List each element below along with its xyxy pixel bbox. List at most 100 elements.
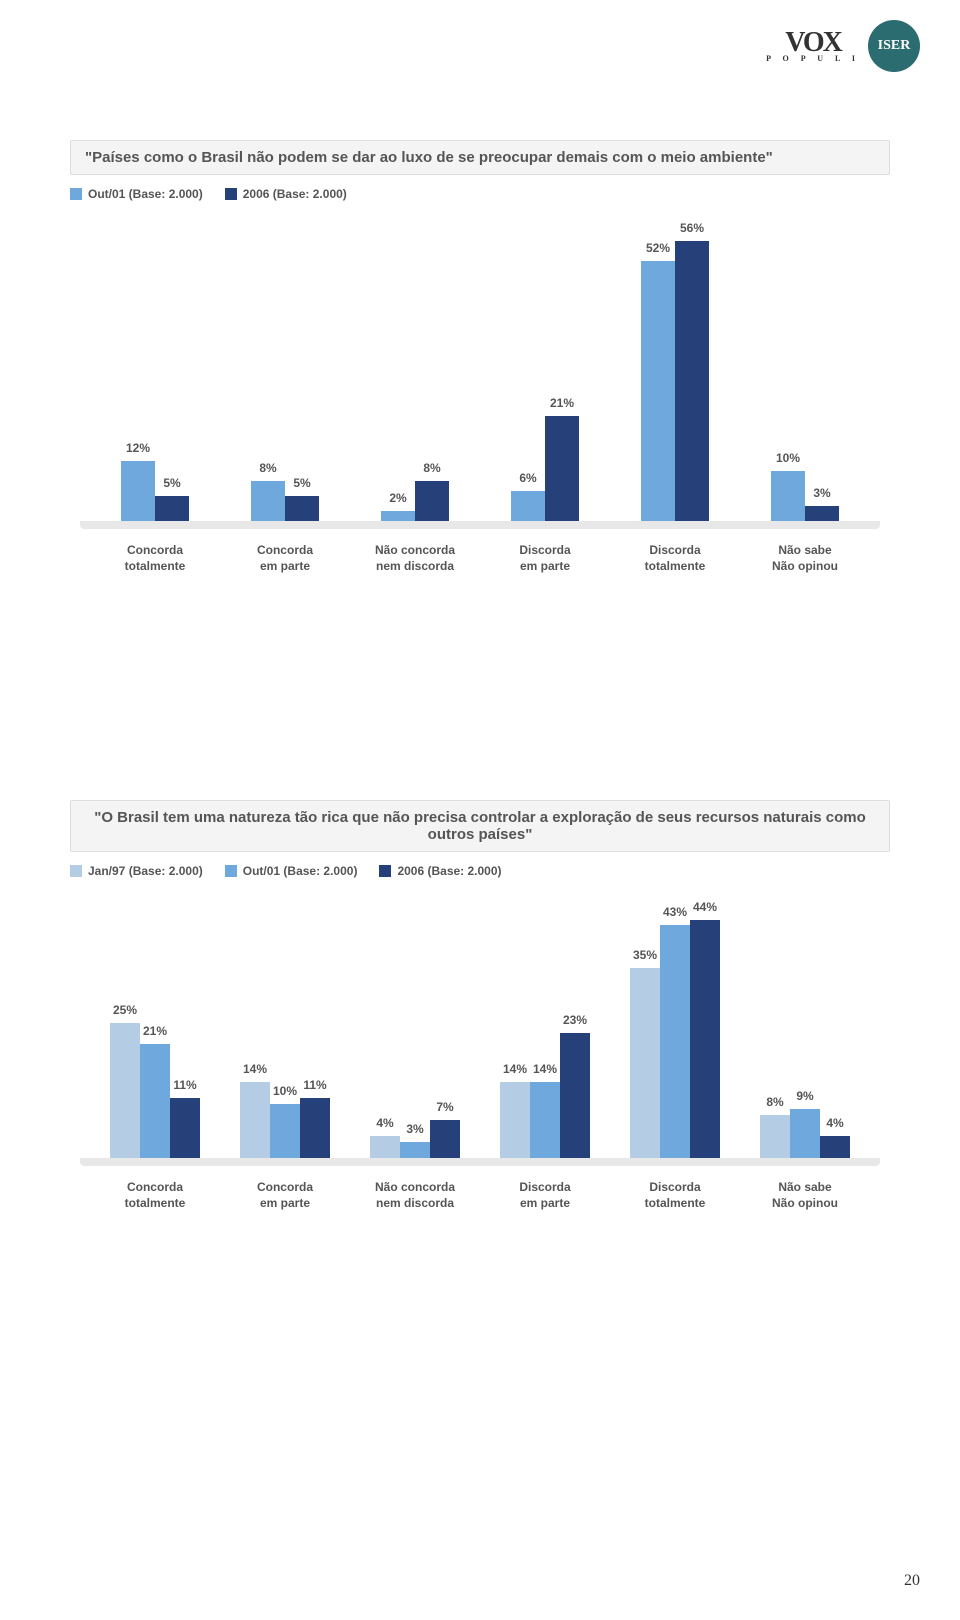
bar: 5% [285,496,319,521]
bar-value-label: 4% [376,1116,393,1130]
chart-2-xlabels: ConcordatotalmenteConcordaem parteNão co… [70,1180,890,1211]
bar-value-label: 21% [143,1024,167,1038]
bar-value-label: 8% [259,461,276,475]
bars: 52%56% [641,241,709,521]
bar-value-label: 3% [813,486,830,500]
bar: 9% [790,1109,820,1158]
chart-1-title: "Países como o Brasil não podem se dar a… [70,140,890,175]
bar-group: 14%10%11% [220,1082,350,1158]
bar-group: 8%9%4% [740,1109,870,1158]
bar: 14% [500,1082,530,1158]
bar: 8% [415,481,449,521]
iser-text: ISER [878,38,911,54]
bar: 4% [370,1136,400,1158]
bar: 8% [760,1115,790,1158]
bars: 4%3%7% [370,1120,460,1158]
chart-2-plot: 25%21%11%14%10%11%4%3%7%14%14%23%35%43%4… [70,898,890,1158]
bars: 2% 8% [381,481,449,521]
x-axis-label: Concordatotalmente [90,543,220,574]
header-logos: VOX P O P U L I ISER [766,20,920,72]
chart-1-floor [80,521,880,529]
bar-group: 4%3%7% [350,1120,480,1158]
bar-value-label: 35% [633,948,657,962]
x-axis-label: Discordatotalmente [610,543,740,574]
bar-value-label: 52% [646,241,670,255]
bar-value-label: 43% [663,905,687,919]
bar-value-label: 5% [163,476,180,490]
bars: 6%21% [511,416,579,521]
bar: 21% [140,1044,170,1158]
legend-swatch [70,188,82,200]
x-axis-label: Não sabeNão opinou [740,543,870,574]
bar-value-label: 4% [826,1116,843,1130]
bar-group: 25%21%11% [90,1023,220,1158]
bar: 4% [820,1136,850,1158]
x-axis-label: Discordaem parte [480,1180,610,1211]
bar-value-label: 6% [519,471,536,485]
bar-value-label: 8% [423,461,440,475]
bar-group: 14%14%23% [480,1033,610,1158]
chart-1: "Países como o Brasil não podem se dar a… [70,140,890,574]
chart-1-legend: Out/01 (Base: 2.000) 2006 (Base: 2.000) [70,187,890,201]
bar: 43% [660,925,690,1158]
chart-2-floor [80,1158,880,1166]
legend-item: Out/01 (Base: 2.000) [225,864,358,878]
bar: 7% [430,1120,460,1158]
bar: 6% [511,491,545,521]
bar: 52% [641,261,675,521]
bar-group: 35%43%44% [610,920,740,1158]
bar-group: 2% 8% [350,481,480,521]
bar: 35% [630,968,660,1158]
bar-value-label: 2% [389,491,406,505]
bar-value-label: 14% [533,1062,557,1076]
bar: 3% [805,506,839,521]
legend-label: Out/01 (Base: 2.000) [243,864,358,878]
bar-value-label: 11% [303,1078,326,1092]
bar-value-label: 56% [680,221,704,235]
x-axis-label: Não concordanem discorda [350,1180,480,1211]
bar-value-label: 14% [243,1062,267,1076]
bar-value-label: 10% [273,1084,297,1098]
bar: 44% [690,920,720,1158]
chart-2-title: "O Brasil tem uma natureza tão rica que … [70,800,890,852]
bar-value-label: 25% [113,1003,137,1017]
bar-group: 6%21% [480,416,610,521]
bar-value-label: 5% [293,476,310,490]
bar-value-label: 12% [126,441,150,455]
bar-value-label: 10% [776,451,800,465]
bar: 11% [170,1098,200,1158]
chart-2: "O Brasil tem uma natureza tão rica que … [70,800,890,1211]
bar-value-label: 7% [436,1100,453,1114]
x-axis-label: Concordatotalmente [90,1180,220,1211]
bar: 3% [400,1142,430,1158]
x-axis-label: Concordaem parte [220,1180,350,1211]
legend-label: Jan/97 (Base: 2.000) [88,864,203,878]
bar: 10% [771,471,805,521]
x-axis-label: Não sabeNão opinou [740,1180,870,1211]
bar: 23% [560,1033,590,1158]
legend-label: 2006 (Base: 2.000) [243,187,347,201]
bar: 8% [251,481,285,521]
populi-text: P O P U L I [766,55,860,62]
bar-group: 12%5% [90,461,220,521]
chart-2-legend: Jan/97 (Base: 2.000) Out/01 (Base: 2.000)… [70,864,890,878]
legend-swatch [225,865,237,877]
legend-item: 2006 (Base: 2.000) [225,187,347,201]
bar: 5% [155,496,189,521]
bar-value-label: 21% [550,396,574,410]
bars: 14%10%11% [240,1082,330,1158]
bar: 10% [270,1104,300,1158]
bar-value-label: 8% [766,1095,783,1109]
chart-1-xlabels: ConcordatotalmenteConcordaem parteNão co… [70,543,890,574]
bars: 25%21%11% [110,1023,200,1158]
page-number: 20 [904,1572,920,1590]
bar-value-label: 44% [693,900,717,914]
bars: 35%43%44% [630,920,720,1158]
bar: 25% [110,1023,140,1158]
chart-1-plot: 12%5%8%5%2%8%6%21%52%56%10%3% [70,221,890,521]
legend-label: Out/01 (Base: 2.000) [88,187,203,201]
bar-value-label: 9% [796,1089,813,1103]
bar-value-label: 3% [406,1122,423,1136]
x-axis-label: Concordaem parte [220,543,350,574]
legend-swatch [379,865,391,877]
